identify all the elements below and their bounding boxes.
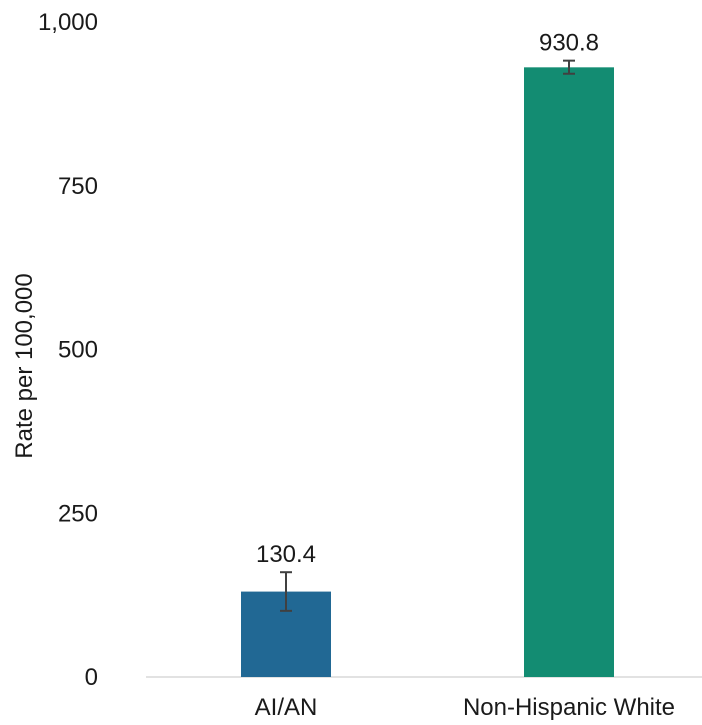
- data-label: 130.4: [256, 541, 316, 568]
- y-tick-label: 500: [58, 337, 98, 364]
- bars: [241, 67, 614, 678]
- y-axis-title: Rate per 100,000: [11, 273, 38, 458]
- error-bar: [563, 59, 575, 75]
- bar: [524, 67, 614, 678]
- y-axis-ticks: 0 250 500 750 1,000: [38, 9, 98, 691]
- y-tick-label: 750: [58, 173, 98, 200]
- y-tick-label: 0: [85, 664, 98, 691]
- y-tick-label: 250: [58, 500, 98, 527]
- y-tick-label: 1,000: [38, 9, 98, 36]
- data-labels: 130.4 930.8: [256, 30, 599, 569]
- category-label: Non-Hispanic White: [463, 694, 675, 721]
- error-bar: [280, 571, 292, 612]
- category-label: AI/AN: [255, 694, 318, 721]
- error-bars: [280, 59, 575, 612]
- data-label: 930.8: [539, 30, 599, 57]
- category-labels: AI/AN Non-Hispanic White: [255, 694, 675, 721]
